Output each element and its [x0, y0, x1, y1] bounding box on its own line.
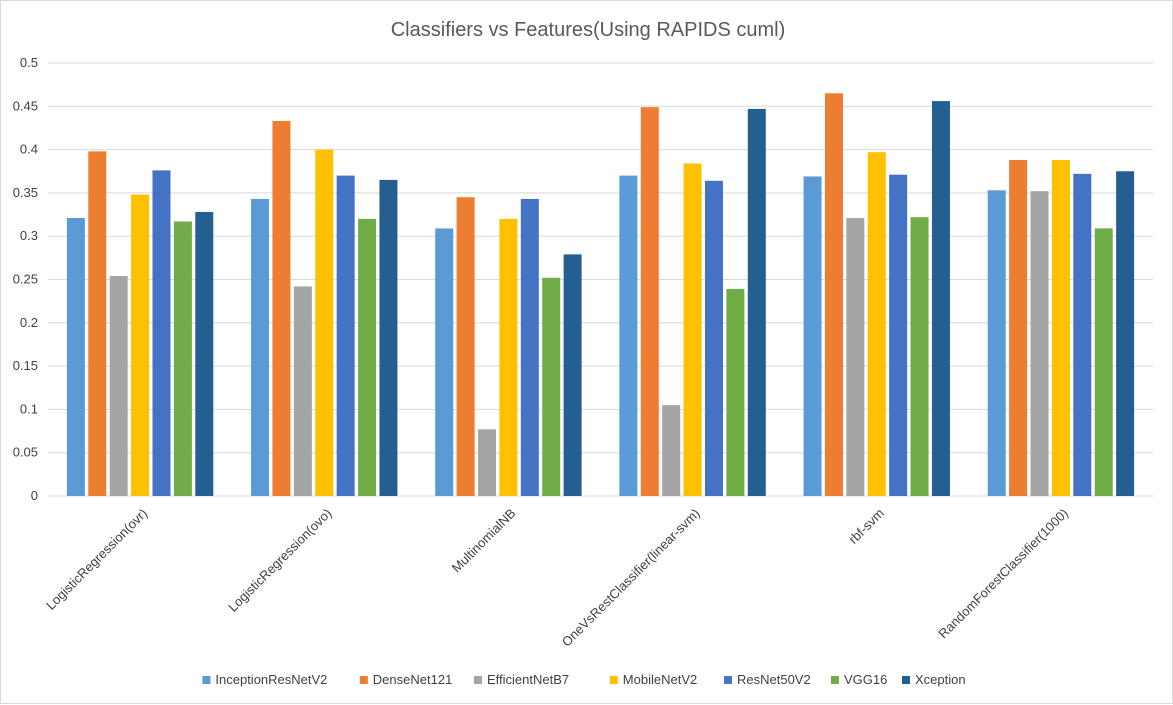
bar-densenet121-1	[272, 121, 291, 496]
bar-resnet50v2-3	[704, 180, 723, 496]
bar-vgg16-3	[726, 289, 745, 496]
x-category-label: RandomForestClassifier(1000)	[935, 506, 1071, 642]
y-tick-label: 0.15	[13, 358, 38, 373]
bar-vgg16-4	[910, 217, 929, 496]
y-tick-label: 0.5	[20, 55, 38, 70]
bar-mobilenetv2-2	[499, 218, 518, 496]
y-tick-label: 0.2	[20, 315, 38, 330]
bar-xception-1	[379, 179, 398, 496]
bar-vgg16-0	[173, 221, 192, 496]
legend-swatch	[359, 676, 368, 684]
bar-inceptionresnetv2-4	[803, 176, 822, 497]
bar-mobilenetv2-3	[683, 163, 702, 496]
bar-xception-3	[747, 108, 766, 496]
legend-swatch	[831, 676, 839, 684]
x-category-label: LogisticRegression(ovr)	[43, 506, 150, 613]
bar-mobilenetv2-4	[867, 152, 886, 496]
bar-efficientnetb7-4	[846, 218, 865, 496]
bar-vgg16-2	[542, 277, 561, 496]
legend-label: DenseNet121	[373, 672, 453, 687]
y-tick-label: 0.05	[13, 445, 38, 460]
gridlines	[48, 62, 1153, 497]
legend: InceptionResNetV2 DenseNet121 EfficientNet…	[202, 672, 966, 687]
chart-title: Classifiers vs Features(Using RAPIDS cum…	[391, 19, 786, 41]
bar-densenet121-3	[640, 107, 659, 496]
legend-swatch	[474, 676, 482, 684]
legend-label: ResNet50V2	[737, 672, 811, 687]
bar-xception-2	[563, 254, 582, 496]
x-category-label: OneVsRestClassifier(linear-svm)	[559, 506, 703, 650]
bar-inceptionresnetv2-5	[987, 190, 1006, 496]
bar-resnet50v2-4	[889, 174, 908, 497]
bar-efficientnetb7-5	[1030, 191, 1049, 496]
legend-swatch	[724, 676, 732, 684]
bar-mobilenetv2-5	[1051, 159, 1070, 496]
y-tick-label: 0.45	[13, 98, 38, 113]
y-tick-label: 0.4	[20, 142, 38, 157]
y-tick-label: 0.3	[20, 228, 38, 243]
bar-efficientnetb7-0	[109, 276, 128, 496]
bar-inceptionresnetv2-3	[619, 175, 638, 496]
bar-inceptionresnetv2-2	[435, 228, 454, 496]
bar-mobilenetv2-1	[315, 149, 334, 496]
legend-label: InceptionResNetV2	[215, 672, 327, 687]
legend-label: VGG16	[844, 672, 887, 687]
legend-swatch	[902, 676, 910, 684]
x-category-label: LogisticRegression(ovo)	[225, 506, 334, 615]
legend-label: EfficientNetB7	[487, 672, 569, 687]
bar-densenet121-5	[1009, 159, 1028, 496]
x-category-label: rbf-svm	[846, 506, 887, 547]
y-tick-label: 0	[31, 488, 38, 503]
legend-swatch	[609, 676, 618, 684]
bar-vgg16-5	[1094, 228, 1113, 496]
bar-densenet121-0	[88, 151, 107, 496]
bar-efficientnetb7-2	[478, 429, 497, 496]
bar-xception-4	[931, 101, 950, 496]
bar-resnet50v2-1	[336, 175, 355, 496]
bar-xception-5	[1116, 171, 1135, 496]
bar-efficientnetb7-1	[293, 286, 312, 496]
bar-resnet50v2-2	[520, 198, 539, 496]
legend-label: Xception	[915, 672, 966, 687]
bar-vgg16-1	[358, 218, 377, 496]
bar-densenet121-2	[456, 197, 475, 497]
y-axis-ticks: 0 0.05 0.1 0.15 0.2 0.25 0.3 0.35 0.4 0.45 0.5	[13, 55, 38, 503]
bar-inceptionresnetv2-0	[66, 218, 85, 496]
y-tick-label: 0.1	[20, 401, 38, 416]
bar-densenet121-4	[824, 93, 843, 496]
bar-resnet50v2-0	[152, 170, 171, 496]
legend-label: MobileNetV2	[623, 672, 697, 687]
bar-mobilenetv2-0	[131, 194, 150, 496]
bar-resnet50v2-5	[1073, 173, 1092, 496]
bar-efficientnetb7-3	[662, 405, 681, 496]
y-tick-label: 0.35	[13, 185, 38, 200]
x-axis-categories: LogisticRegression(ovr) LogisticRegressio…	[43, 506, 1071, 650]
x-category-label: MultinomialNB	[449, 506, 519, 576]
bar-inceptionresnetv2-1	[251, 198, 270, 496]
bars	[66, 93, 1135, 497]
bar-xception-0	[195, 211, 214, 496]
legend-swatch	[202, 676, 211, 684]
y-tick-label: 0.25	[13, 272, 38, 287]
